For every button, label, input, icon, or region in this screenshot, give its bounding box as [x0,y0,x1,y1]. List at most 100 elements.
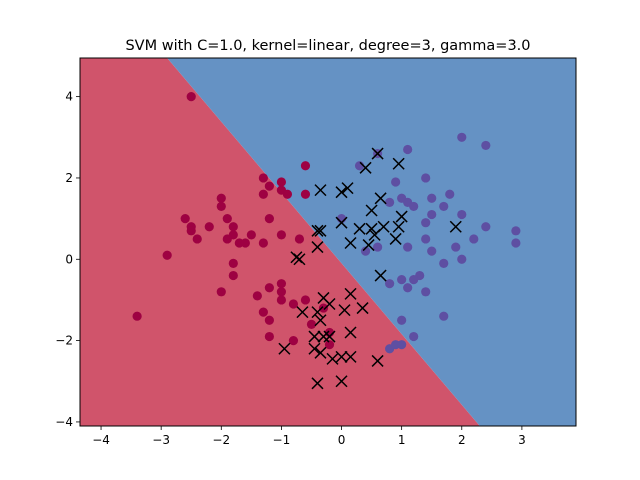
class1-point [385,197,395,207]
support-vector-marker [344,236,357,250]
class0-point [216,287,226,297]
class0-point [222,214,232,224]
class1-point [385,279,395,289]
support-vector-marker [335,216,348,229]
support-vector-marker [344,326,357,339]
class0-point [264,214,274,224]
class0-decision-region [80,58,480,426]
support-vector-marker [314,314,327,327]
class1-point [457,209,467,220]
class0-point [300,161,311,171]
class0-point [246,230,256,240]
y-tick-label: 0 [65,252,73,266]
support-vector-marker [341,182,354,195]
support-vector-marker [308,330,321,343]
support-vector-marker [365,222,378,235]
plot-frame [79,57,577,427]
support-vector-marker [326,352,339,365]
support-vector-marker [311,306,324,319]
class1-point [360,246,371,256]
support-vector-marker [314,346,327,359]
support-vector-marker [392,220,405,233]
class0-point [186,92,196,102]
class1-point [457,132,467,142]
class1-point [451,242,461,252]
class1-point [397,315,407,325]
support-vector-marker [344,350,357,363]
class1-point [409,201,419,212]
class0-point [264,331,274,342]
class0-point [276,177,287,187]
support-vector-marker [353,222,366,235]
class1-point [439,311,449,321]
class0-point [258,238,268,248]
support-vector-marker [362,239,375,252]
class0-point [228,270,238,281]
class0-point [204,222,214,232]
class0-point [192,234,202,244]
x-tick-label: −4 [92,433,110,447]
class0-point [228,258,238,268]
class0-point [300,189,311,199]
class0-point [252,291,262,301]
class0-point [162,250,172,260]
class0-point [288,299,299,309]
class0-point [180,214,190,224]
support-vector-marker [278,342,291,355]
support-vector-markers [278,147,462,390]
support-vector-marker [449,220,462,233]
class1-point [457,254,467,264]
class0-point [300,295,311,305]
class0-point [228,222,238,232]
chart-title: SVM with C=1.0, kernel=linear, degree=3,… [125,38,530,54]
x-tick-label: 2 [458,433,466,447]
class0-point [294,234,305,244]
class0-point [222,234,232,244]
support-vector-marker [374,269,387,282]
support-vector-marker [323,297,336,311]
class1-point [397,340,407,350]
class1-point [427,246,437,256]
class0-point [318,303,329,313]
class0-point [132,311,142,321]
support-vector-marker [296,306,309,319]
class1-point [403,242,413,252]
class0-point [276,279,287,289]
class0-point [258,189,268,199]
y-tick-label: −2 [55,334,73,348]
class1-point [481,222,491,232]
support-vector-marker [323,330,336,343]
x-tick-label: −3 [152,433,170,447]
class0-point [258,307,268,317]
y-tick-label: 4 [65,90,73,104]
class1-point [403,283,413,293]
support-vector-marker [317,330,330,343]
y-tick-label: 2 [65,171,73,185]
class1-point [511,226,521,236]
support-vector-marker [371,354,384,367]
class0-point [306,319,317,329]
support-vector-marker [389,232,402,245]
class0-point [264,181,274,191]
class0-point [288,336,299,346]
class0-point [264,315,274,325]
class0-point [258,173,268,183]
support-vector-marker [368,228,381,241]
support-vector-marker [344,287,357,300]
class0-point [216,201,226,212]
support-vector-marker [371,147,384,160]
x-axis: −4 −3 −2 −1 0 1 2 3 [92,426,526,447]
support-vector-marker [335,350,348,363]
class0-point [276,230,287,240]
support-vector-marker [311,224,324,237]
class0-point [216,193,226,203]
support-vector-marker [314,224,327,237]
x-tick-label: 0 [338,433,346,447]
class1-point [409,331,419,342]
support-vector-marker [311,241,324,254]
class1-point [481,140,491,151]
class1-point [409,275,419,285]
support-vector-marker [392,157,405,170]
class1-point [397,275,407,285]
x-tick-label: 3 [518,433,526,447]
